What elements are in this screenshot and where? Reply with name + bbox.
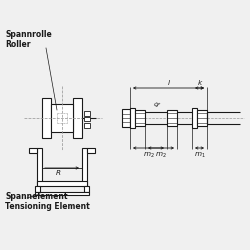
Bar — [29, 148, 37, 153]
Bar — [122, 109, 130, 127]
Text: m$_1$: m$_1$ — [194, 151, 205, 160]
Bar — [130, 108, 135, 128]
Bar — [197, 110, 207, 126]
Text: l: l — [168, 80, 170, 86]
Bar — [84, 123, 90, 128]
Bar — [84, 111, 90, 116]
Bar — [73, 98, 82, 138]
Text: m$_2$: m$_2$ — [142, 151, 154, 160]
Text: k: k — [198, 80, 202, 86]
Bar — [37, 181, 87, 186]
Text: Spannelement: Spannelement — [5, 192, 68, 201]
Bar — [167, 110, 177, 126]
Text: m$_2$: m$_2$ — [155, 151, 167, 160]
Text: d: d — [152, 100, 160, 108]
Bar — [37, 148, 42, 186]
Bar — [87, 148, 95, 153]
Bar — [51, 104, 73, 132]
Bar — [82, 148, 87, 186]
Text: Tensioning Element: Tensioning Element — [5, 202, 90, 211]
Text: R: R — [56, 170, 60, 176]
Bar — [35, 186, 40, 192]
Text: Spannrolle: Spannrolle — [5, 30, 52, 39]
Bar — [35, 192, 89, 195]
Bar — [135, 110, 145, 126]
Text: Roller: Roller — [5, 40, 30, 49]
Bar — [192, 108, 197, 128]
Bar — [42, 98, 51, 138]
Bar — [84, 186, 89, 192]
Bar — [84, 117, 90, 121]
